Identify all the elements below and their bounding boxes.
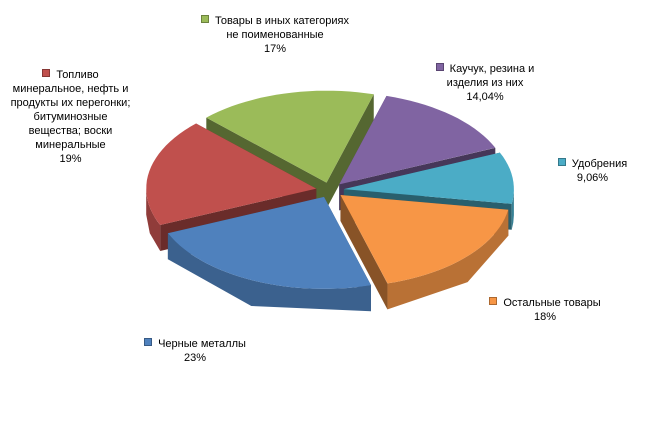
data-label: Топливо минеральное, нефть и продукты их…	[8, 68, 133, 166]
value-label: 19%	[59, 153, 82, 165]
value-label: 14,04%	[466, 91, 504, 103]
category-name: Остальные товары	[503, 297, 601, 309]
pie-slice	[146, 123, 317, 225]
data-label: Каучук, резина и изделия из них 14,04%	[415, 62, 555, 104]
pie-slice	[167, 196, 371, 289]
legend-swatch	[42, 69, 51, 77]
data-label: Товары в иных категориях не поименованны…	[200, 14, 350, 56]
legend-swatch	[557, 158, 566, 166]
pie-slice	[340, 195, 509, 284]
legend-swatch	[435, 63, 444, 71]
value-label: 17%	[263, 43, 287, 55]
slice-side	[511, 189, 514, 230]
value-label: 18%	[533, 311, 557, 323]
slice-side	[167, 233, 371, 312]
category-name: Товары в иных категориях не поименованны…	[214, 15, 350, 41]
legend-swatch	[200, 15, 209, 23]
data-label: Удобрения 9,06%	[545, 157, 640, 185]
legend-swatch	[489, 297, 498, 305]
value-label: 23%	[183, 352, 207, 364]
category-name: Каучук, резина и изделия из них	[446, 63, 535, 89]
value-label: 9,06%	[576, 172, 609, 184]
legend-swatch	[144, 338, 153, 346]
data-label: Остальные товары 18%	[475, 296, 615, 324]
slice-side	[146, 188, 161, 251]
pie-slice	[206, 90, 374, 183]
category-name: Черные металлы	[158, 338, 246, 350]
category-name: Топливо минеральное, нефть и продукты их…	[10, 69, 131, 151]
pie-slice	[343, 152, 514, 204]
slice-wall	[340, 195, 388, 310]
slice-side	[387, 209, 509, 310]
pie-slice	[339, 95, 496, 185]
data-label: Черные металлы 23%	[125, 337, 265, 365]
slice-wall	[326, 94, 374, 209]
category-name: Удобрения	[571, 158, 628, 170]
